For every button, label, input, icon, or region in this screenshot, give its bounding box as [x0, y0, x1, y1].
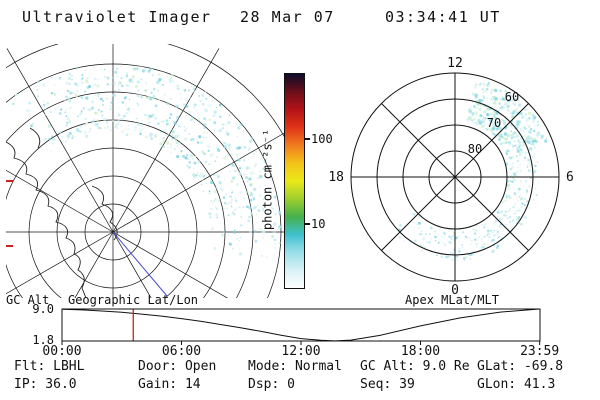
status-row-1: Flt: LBHL Door: Open Mode: Normal GC Alt…	[0, 359, 600, 375]
strip-axis-ticks	[61, 341, 541, 345]
app-title: Ultraviolet Imager	[22, 8, 212, 26]
status-ip: IP: 36.0	[14, 377, 77, 392]
svg-text:12:00: 12:00	[281, 344, 320, 358]
colorbar-tick-100-mark	[305, 138, 310, 140]
colorbar	[284, 73, 305, 289]
gc-alt-strip-chart: GC Alt 9.0 1.8 Geographic Lat/Lon Apex M…	[6, 294, 559, 358]
status-mode: Mode: Normal	[248, 359, 342, 374]
mlat-label-60: 60	[505, 90, 519, 104]
spacecraft-track	[112, 231, 168, 297]
mlt-label-6: 6	[566, 170, 574, 185]
strip-ymax: 9.0	[32, 302, 54, 316]
status-glon: GLon: 41.3	[477, 377, 556, 392]
status-seq: Seq: 39	[360, 377, 415, 392]
svg-text:18:00: 18:00	[401, 344, 440, 358]
edge-markers	[6, 180, 13, 247]
strip-xtick-labels: 00:00 06:00 12:00 18:00 23:59	[42, 344, 559, 358]
mlat-label-70: 70	[487, 116, 501, 130]
colorbar-units-label: photon cm⁻²s⁻¹	[260, 128, 275, 231]
status-glat: GLat: -69.8	[477, 359, 564, 374]
mlt-label-12: 12	[447, 56, 463, 71]
mlt-label-0: 0	[451, 283, 459, 298]
colorbar-tick-10-mark	[305, 223, 310, 225]
apex-mlat-mlt-panel: 12 18 6 0 80 70 60	[330, 56, 574, 298]
aurora-emission-apex	[397, 81, 548, 262]
right-panel-label: Apex MLat/MLT	[405, 294, 499, 307]
gc-alt-curve	[61, 308, 540, 342]
colorbar-tick-100: 100	[311, 132, 333, 146]
colorbar-tick-10: 10	[311, 217, 326, 231]
status-flt: Flt: LBHL	[14, 359, 85, 374]
svg-text:00:00: 00:00	[42, 344, 81, 358]
status-row-2: IP: 36.0 Gain: 14 Dsp: 0 Seq: 39 GLon: 4…	[0, 377, 600, 393]
svg-text:06:00: 06:00	[162, 344, 201, 358]
aurora-emission-left	[11, 65, 282, 258]
svg-text:23:59: 23:59	[520, 344, 559, 358]
left-panel-label: Geographic Lat/Lon	[68, 294, 198, 307]
status-gain: Gain: 14	[138, 377, 201, 392]
date-label: 28 Mar 07	[240, 8, 335, 26]
status-door: Door: Open	[138, 359, 217, 374]
strip-ylabel: GC Alt	[6, 294, 49, 307]
antarctica-coastline	[6, 127, 118, 298]
mlt-label-18: 18	[330, 170, 344, 185]
status-gc-alt: GC Alt: 9.0 Re	[360, 359, 470, 374]
geographic-map-panel	[6, 44, 284, 298]
strip-ymin: 1.8	[32, 333, 54, 347]
time-label: 03:34:41 UT	[385, 8, 501, 26]
mlat-label-80: 80	[468, 142, 482, 156]
map-grid	[6, 44, 284, 298]
status-dsp: Dsp: 0	[248, 377, 295, 392]
apex-grid	[350, 72, 560, 282]
